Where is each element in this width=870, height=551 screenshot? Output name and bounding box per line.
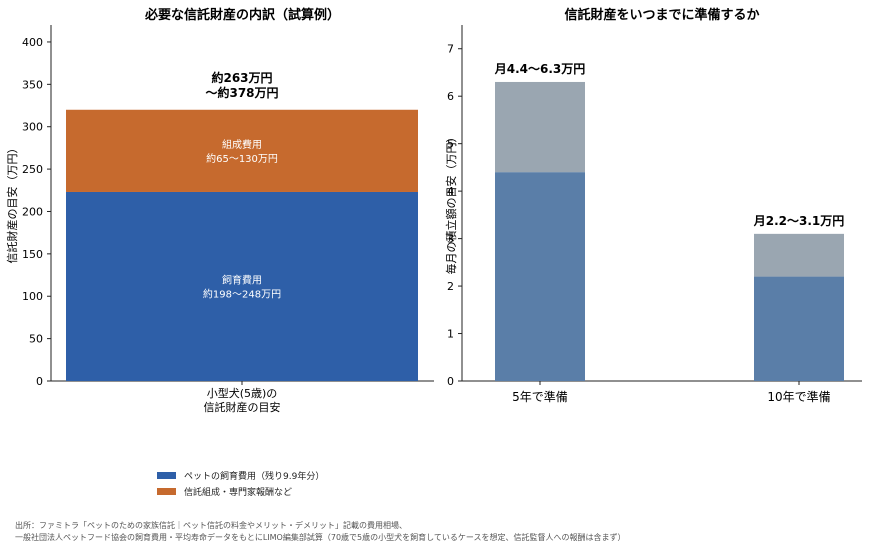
legend: ペットの飼育費用（残り9.9年分） 信託組成・専門家報酬など [157,467,324,499]
left-y-tick-label: 150 [22,248,43,261]
right-y-axis-label: 毎月の積立額の目安（万円） [444,132,458,275]
left-y-tick-label: 350 [22,78,43,91]
bar-trust-label: 組成費用 [222,138,262,151]
left-x-tick-label: 小型犬(5歳)の [207,386,278,400]
bar-monthly-min [754,276,844,381]
bar-monthly-range [495,81,585,173]
source-line-2: 一般社団法人ペットフード協会の飼育費用・平均寿命データをもとにLIMO編集部試算… [15,533,626,542]
bar-rearing-label: 飼育費用 [222,273,262,286]
bar-trust-cost [66,109,418,192]
legend-item-trust: 信託組成・専門家報酬など [157,483,324,499]
legend-label-trust: 信託組成・専門家報酬など [184,487,293,498]
right-y-tick-label: 3 [447,233,454,246]
left-y-tick-label: 100 [22,290,43,303]
legend-swatch-rearing [157,471,176,479]
left-chart-title: 必要な信託財産の内訳（試算例） [144,7,340,23]
left-x-tick-label: 信託財産の目安 [204,400,281,414]
left-y-axis-label: 信託財産の目安（万円） [5,143,19,264]
right-y-tick-label: 1 [447,328,454,341]
left-y-tick-label: 0 [36,375,43,388]
source-line-1: 出所：ファミトラ「ペットのための家族信託｜ペット信託の料金やメリット・デメリット… [15,521,407,530]
legend-swatch-trust [157,487,176,495]
monthly-range-label: 月2.2〜3.1万円 [753,214,845,228]
right-chart-title: 信託財産をいつまでに準備するか [564,7,759,23]
left-y-tick-label: 250 [22,163,43,176]
monthly-range-label: 月4.4〜6.3万円 [494,62,586,76]
right-y-tick-label: 2 [447,280,454,293]
left-y-tick-label: 300 [22,121,43,134]
total-label: 約263万円 [211,70,272,85]
bar-rearing-cost [66,191,418,381]
left-y-tick-label: 400 [22,36,43,49]
right-y-tick-label: 4 [447,185,454,198]
right-x-tick-label: 10年で準備 [767,389,830,404]
bar-monthly-range [754,233,844,277]
legend-item-rearing: ペットの飼育費用（残り9.9年分） [157,467,324,483]
left-y-tick-label: 200 [22,205,43,218]
right-y-tick-label: 7 [447,43,454,56]
total-label: 〜約378万円 [205,85,278,100]
source-note: 出所：ファミトラ「ペットのための家族信託｜ペット信託の料金やメリット・デメリット… [15,520,625,544]
right-y-tick-label: 5 [447,138,454,151]
right-x-tick-label: 5年で準備 [512,389,568,404]
left-y-tick-label: 50 [29,333,43,346]
bar-rearing-label: 約198〜248万円 [203,287,281,300]
right-y-tick-label: 0 [447,375,454,388]
right-y-tick-label: 6 [447,90,454,103]
bar-trust-label: 約65〜130万円 [206,152,278,165]
bar-monthly-min [495,172,585,381]
legend-label-rearing: ペットの飼育費用（残り9.9年分） [184,471,325,482]
